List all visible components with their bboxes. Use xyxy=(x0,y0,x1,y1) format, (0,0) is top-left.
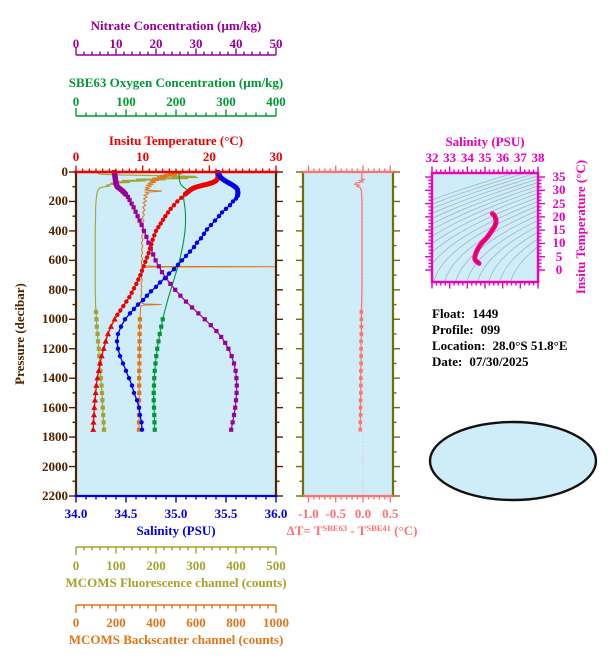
delta-t-title-suffix: (°C) xyxy=(390,523,418,538)
ts-salinity-tick-label: 38 xyxy=(531,150,545,165)
ts-salinity-tick-label: 34 xyxy=(460,150,474,165)
delta-t-tick-label: -1.0 xyxy=(298,506,319,521)
float-info-row: Float: 1449 xyxy=(432,306,568,322)
float-value: 1449 xyxy=(472,306,499,321)
backscatter-tick-label: 400 xyxy=(146,615,166,630)
backscatter-axis-title: MCOMS Backscatter channel (counts) xyxy=(68,632,284,647)
oxygen-tick-label: 400 xyxy=(266,94,286,109)
ts-salinity-tick-label: 32 xyxy=(425,150,439,165)
pressure-tick-label: 0 xyxy=(61,164,69,179)
date-info-row: Date: 07/30/2025 xyxy=(432,354,568,370)
delta-t-tick-label: 0.0 xyxy=(354,506,372,521)
location-label: Location: xyxy=(432,338,486,353)
nitrate-tick-label: 10 xyxy=(109,36,123,51)
pressure-tick-label: 1000 xyxy=(42,311,68,327)
ts-temperature-tick-label: 35 xyxy=(552,169,566,184)
fluorescence-tick-label: 300 xyxy=(186,558,206,573)
axis-ticks xyxy=(69,47,545,613)
nitrate-tick-label: 40 xyxy=(229,36,243,51)
salinity-tick-label: 36.0 xyxy=(264,506,288,521)
pressure-axis-title: Pressure (decibar) xyxy=(12,283,27,385)
profile-value: 099 xyxy=(480,322,501,337)
backscatter-tick-label: 800 xyxy=(226,615,246,630)
pressure-tick-label: 800 xyxy=(48,281,69,297)
fluorescence-tick-label: 200 xyxy=(146,558,166,573)
delta-t-title-sup1: SBE63 xyxy=(322,523,348,533)
ts-temperature-tick-label: 5 xyxy=(555,248,563,264)
nitrate-tick-label: 30 xyxy=(189,36,203,51)
ts-salinity-tick-label: 35 xyxy=(478,150,492,165)
backscatter-tick-label: 0 xyxy=(72,615,80,630)
pressure-tick-label: 2000 xyxy=(42,458,68,474)
delta-t-tick-label: -0.5 xyxy=(325,506,347,521)
backscatter-tick-label: 200 xyxy=(106,615,126,630)
ts-curve xyxy=(472,211,499,266)
temperature-tick-label: 20 xyxy=(202,149,216,164)
pressure-tick-label: 1200 xyxy=(42,340,68,356)
ts-temperature-tick-label: 10 xyxy=(552,235,566,251)
date-label: Date: xyxy=(432,354,463,369)
salinity-axis-title: Salinity (PSU) xyxy=(136,523,216,538)
temperature-tick-label: 10 xyxy=(136,149,150,164)
ts-temperature-label: Insitu Temperature (°C) xyxy=(573,159,588,295)
ts-temperature-tick-label: 15 xyxy=(552,222,566,238)
temperature-axis-title: Insitu Temperature (°C) xyxy=(108,133,244,148)
pressure-tick-label: 200 xyxy=(48,193,69,209)
pressure-tick-label: 2200 xyxy=(42,488,68,503)
ts-temperature-tick-label: 25 xyxy=(552,195,566,211)
backscatter-tick-label: 600 xyxy=(186,615,206,630)
pressure-tick-label: 1400 xyxy=(42,370,68,386)
float-info-block: Float: 1449 Profile: 099 Location: 28.0°S 5… xyxy=(432,306,568,370)
fluorescence-tick-label: 100 xyxy=(106,558,126,573)
fluorescence-tick-label: 0 xyxy=(72,558,80,573)
ts-temperature-tick-label: 30 xyxy=(552,182,566,198)
salinity-tick-label: 35.5 xyxy=(214,506,238,521)
world-map xyxy=(428,420,598,502)
temperature-tick-label: 30 xyxy=(269,149,283,164)
date-value: 07/30/2025 xyxy=(469,354,529,369)
temperature-tick-label: 0 xyxy=(72,149,80,164)
delta-t-tick-label: 0.5 xyxy=(382,506,399,521)
location-value: 28.0°S 51.8°E xyxy=(492,338,568,353)
pressure-tick-label: 1800 xyxy=(42,429,68,445)
salinity-tick-label: 34.0 xyxy=(64,506,88,521)
main-plot-series xyxy=(90,170,278,432)
nitrate-tick-label: 0 xyxy=(72,36,80,51)
pressure-tick-label: 1600 xyxy=(42,399,68,415)
fluorescence-tick-label: 400 xyxy=(226,558,246,573)
fluorescence-tick-label: 500 xyxy=(266,558,286,573)
nitrate-tick-label: 20 xyxy=(149,36,163,51)
ts-temperature-tick-label: 20 xyxy=(552,208,566,224)
delta-t-title-mid: - T xyxy=(347,523,367,538)
delta-t-axis-title: ΔT= TSBE63 - TSBE41 (°C) xyxy=(286,523,418,539)
ts-temperature-tick-label: 0 xyxy=(555,262,563,277)
ts-salinity-tick-label: 33 xyxy=(443,150,457,165)
ts-salinity-tick-label: 36 xyxy=(496,150,510,165)
nitrate-tick-label: 50 xyxy=(269,36,283,51)
oxygen-tick-label: 300 xyxy=(216,94,236,109)
oxygen-axis-title: SBE63 Oxygen Concentration (µm/kg) xyxy=(68,75,284,90)
oxygen-tick-label: 0 xyxy=(72,94,80,109)
backscatter-tick-label: 1000 xyxy=(263,615,289,630)
nitrate-axis-title: Nitrate Concentration (µm/kg) xyxy=(90,18,262,33)
ts-salinity-tick-label: 37 xyxy=(513,150,527,165)
delta-t-title-sup2: SBE41 xyxy=(366,523,391,533)
oxygen-tick-label: 200 xyxy=(166,94,186,109)
oxygen-tick-label: 100 xyxy=(116,94,136,109)
fluorescence-axis-title: MCOMS Fluorescence channel (counts) xyxy=(65,575,287,590)
salinity-tick-label: 35.0 xyxy=(164,506,188,521)
profile-label: Profile: xyxy=(432,322,474,337)
delta-t-series xyxy=(353,172,366,496)
pressure-tick-label: 400 xyxy=(48,222,69,238)
profile-info-row: Profile: 099 xyxy=(432,322,568,338)
float-label: Float: xyxy=(432,306,466,321)
pressure-tick-label: 600 xyxy=(48,252,69,268)
ts-diagram-title: Salinity (PSU) xyxy=(445,134,525,149)
delta-t-title-prefix: ΔT= T xyxy=(286,523,323,538)
salinity-tick-label: 34.5 xyxy=(114,506,138,521)
location-info-row: Location: 28.0°S 51.8°E xyxy=(432,338,568,354)
